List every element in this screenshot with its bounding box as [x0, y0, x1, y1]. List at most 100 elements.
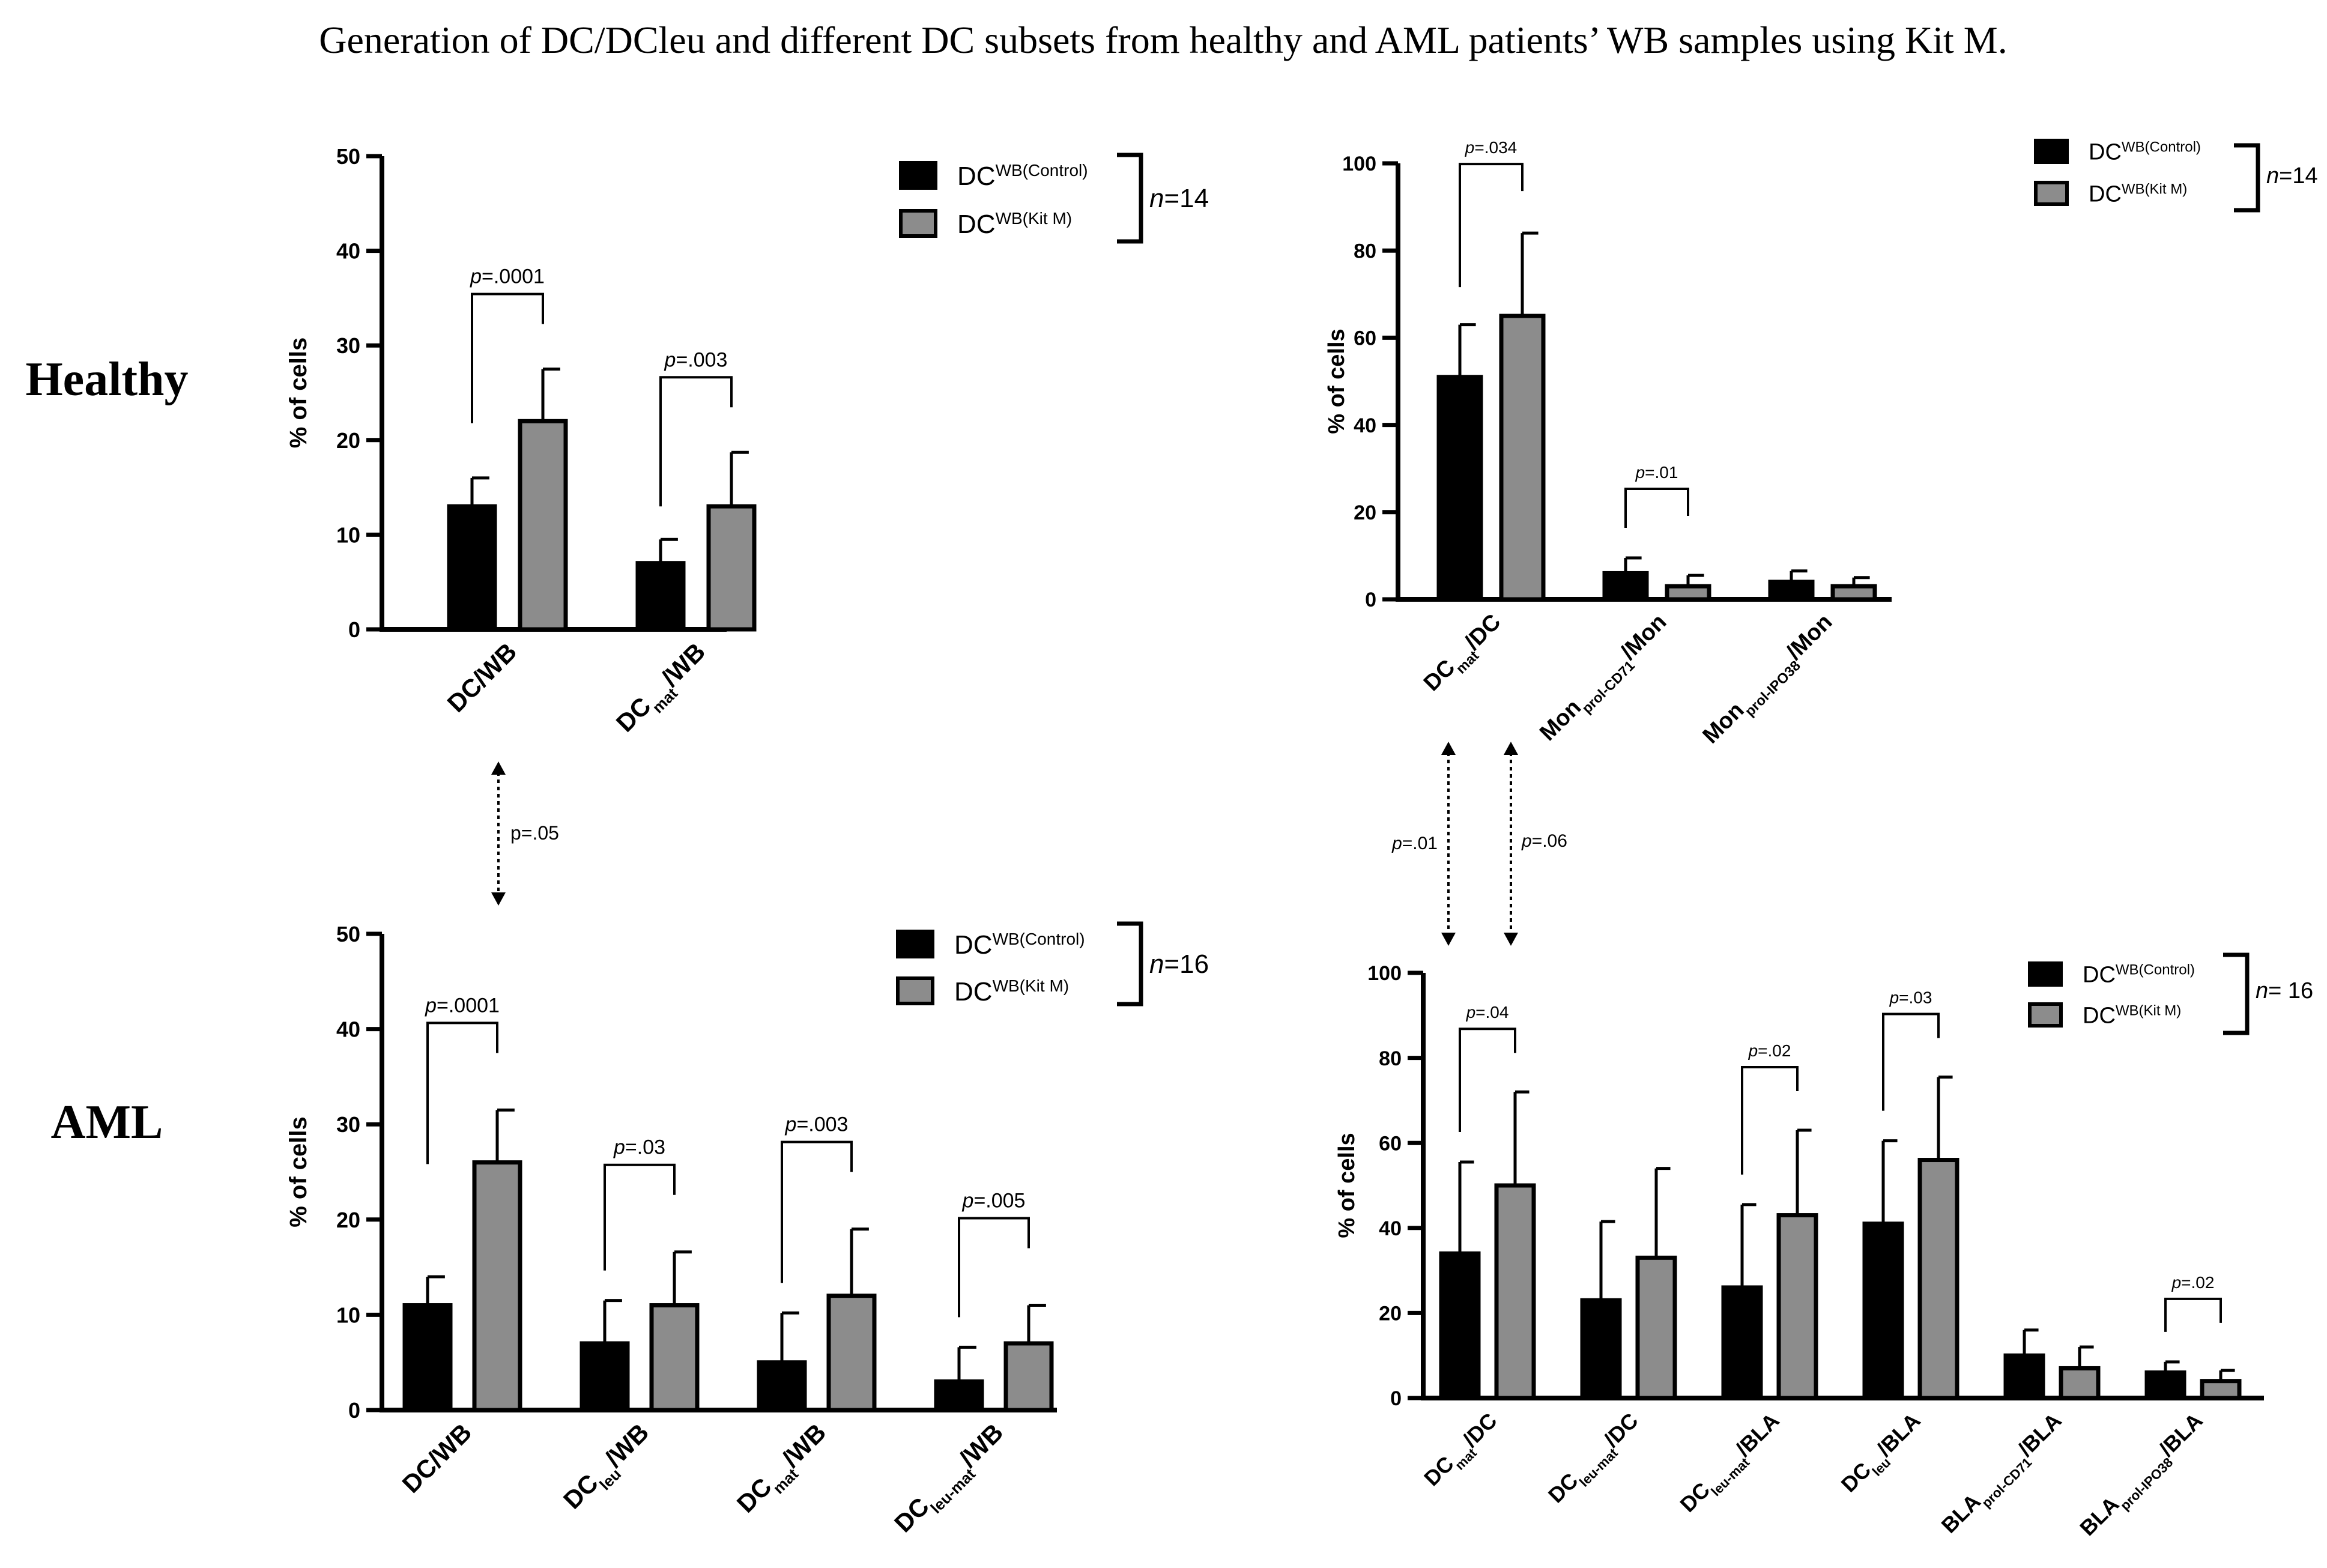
p-value-label-1: p=.003	[664, 348, 728, 371]
p-value: =.04	[1475, 1003, 1508, 1022]
p-value: =.02	[2181, 1273, 2214, 1292]
category-main: DC	[1543, 1468, 1583, 1508]
row-label-healthy: Healthy	[25, 353, 188, 406]
bar-control-0	[1436, 375, 1483, 602]
significance-bracket-0	[426, 1022, 498, 1164]
row-label-aml: AML	[51, 1096, 163, 1149]
legend-label-kitm: DCWB(Kit M)	[954, 976, 1069, 1006]
y-tick-label: 0	[348, 1398, 360, 1423]
category-tail: /DC	[1458, 1408, 1502, 1452]
cross-comparisons-layer: p=.05 p=.01 p=.06	[491, 742, 1567, 946]
y-tick-label: 100	[1367, 962, 1402, 985]
significance-bracket-1	[604, 1163, 676, 1271]
legend-name: DC	[957, 210, 996, 239]
sample-size-label: n=16	[1149, 949, 1209, 979]
legend-label-control: DCWB(Control)	[954, 929, 1085, 960]
bar-kitm-1	[649, 1303, 700, 1412]
p-value-label-3: p=.03	[1889, 988, 1932, 1006]
category-label-1: Monprol-CD71/Mon	[1535, 610, 1675, 750]
category-main: DC/WB	[396, 1418, 477, 1498]
y-tick-label: 0	[1365, 589, 1376, 611]
y-tick-label: 50	[336, 144, 360, 169]
p-italic: p	[1391, 834, 1402, 853]
cross-p-label-dcleumat: p=.06	[1521, 831, 1567, 851]
p-italic: p	[2171, 1273, 2182, 1292]
category-main: BLA	[1937, 1489, 1985, 1537]
legend-sup: WB(Kit M)	[2122, 181, 2187, 197]
bar-control-0	[447, 504, 497, 632]
p-italic: p	[1521, 831, 1532, 851]
category-tail: /DC	[1460, 610, 1505, 655]
category-main: Mon	[1535, 695, 1586, 746]
p-italic: p	[425, 994, 437, 1017]
significance-bracket-2	[1741, 1065, 1799, 1175]
y-tick-label: 40	[1379, 1217, 1402, 1240]
legend-swatch-control	[896, 930, 934, 958]
n-value: =14	[1164, 184, 1209, 213]
legend-name: DC	[954, 977, 993, 1006]
bar-kitm-5	[2200, 1379, 2242, 1400]
legend-swatch-control	[899, 161, 937, 190]
p-value-label-1: p=.01	[1635, 463, 1678, 482]
p-italic: p	[1889, 988, 1899, 1006]
p-value: =.03	[625, 1136, 665, 1159]
significance-bracket-1	[659, 376, 733, 507]
category-main: DC	[558, 1468, 604, 1514]
category-sub: leu-mat	[927, 1465, 979, 1517]
p-value-label-0: p=.04	[1466, 1003, 1509, 1022]
y-tick-label: 60	[1379, 1132, 1402, 1155]
category-label-3: DCleu-mat/WB	[889, 1418, 1014, 1543]
n-italic: n	[2256, 978, 2268, 1003]
category-main: BLA	[2075, 1492, 2123, 1540]
category-label-4: BLAprol-CD71/BLA	[1937, 1408, 2071, 1542]
legend-swatch-control	[2028, 961, 2063, 987]
n-value: =14	[2279, 163, 2317, 189]
bar-control-1	[635, 561, 686, 632]
category-tail: /DC	[1599, 1408, 1643, 1452]
arrow-head-up	[491, 761, 506, 775]
y-axis-label: % of cells	[285, 1116, 312, 1227]
bar-control-2	[757, 1360, 807, 1412]
legend-bracket	[2223, 952, 2250, 1035]
y-tick-label: 80	[1354, 240, 1376, 262]
legend-bracket	[2234, 143, 2260, 213]
arrow-head-up	[1504, 742, 1518, 755]
bar-kitm-1	[706, 504, 757, 632]
y-tick-label: 0	[348, 617, 360, 642]
n-value: =16	[1164, 949, 1209, 979]
category-tail: /WB	[599, 1418, 654, 1473]
y-tick-label: 80	[1379, 1047, 1402, 1070]
arrow-head-down	[1441, 933, 1456, 946]
p-italic: p	[1466, 1003, 1476, 1022]
significance-bracket-3	[958, 1217, 1030, 1318]
p-value: =.03	[1899, 988, 1932, 1006]
legend-swatch-kitm	[896, 976, 934, 1005]
y-tick-label: 40	[1354, 414, 1376, 437]
legend-name: DC	[2089, 140, 2122, 165]
significance-bracket-0	[1459, 1028, 1516, 1133]
bar-control-1	[1580, 1298, 1622, 1400]
legend-label-kitm: DCWB(Kit M)	[2089, 181, 2187, 207]
y-tick-label: 40	[336, 239, 360, 264]
significance-bracket-5	[2164, 1297, 2222, 1332]
category-label-1: DCleu-mat/DC	[1543, 1408, 1647, 1512]
category-main: DC	[1419, 655, 1460, 697]
bar-control-0	[402, 1303, 453, 1412]
category-label-1: DCmat/WB	[611, 637, 716, 742]
bar-kitm-2	[1776, 1213, 1818, 1400]
category-tail: /BLA	[1731, 1408, 1784, 1461]
p-value-label-3: p=.005	[962, 1190, 1026, 1212]
arrow-head-up	[1441, 742, 1456, 755]
category-label-2: DCleu-mat/BLA	[1675, 1408, 1788, 1521]
legend-name: DC	[2083, 963, 2116, 988]
category-main: DC	[611, 692, 656, 737]
category-label-0: DCmat/DC	[1419, 610, 1510, 700]
legend-bracket	[1117, 921, 1143, 1006]
category-sub: prol-CD71	[1579, 658, 1638, 716]
y-tick-label: 50	[336, 922, 360, 946]
category-main: Mon	[1698, 698, 1749, 749]
